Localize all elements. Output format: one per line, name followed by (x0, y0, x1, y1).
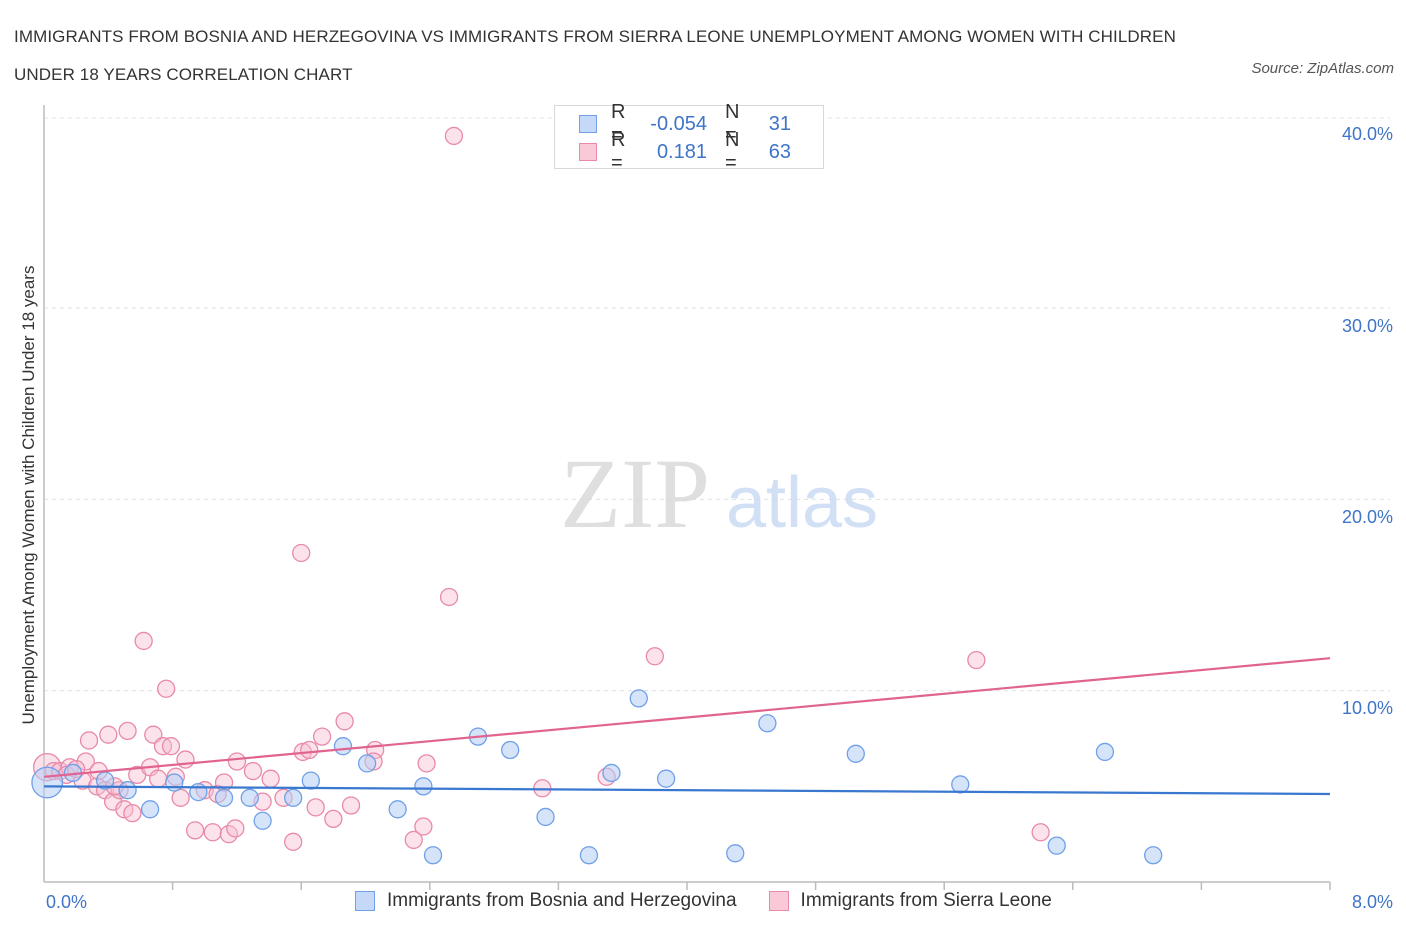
data-point-bosnia[interactable] (536, 807, 555, 827)
data-point-sierra[interactable] (148, 769, 168, 788)
data-point-sierra[interactable] (99, 725, 118, 744)
data-point-sierra[interactable] (203, 823, 222, 842)
data-point-bosnia[interactable] (253, 811, 272, 830)
series-legend-label: Immigrants from Bosnia and Herzegovina (387, 890, 737, 911)
data-point-sierra[interactable] (324, 809, 343, 829)
data-point-bosnia[interactable] (357, 754, 377, 773)
data-point-bosnia[interactable] (31, 766, 64, 799)
y-tick-label: 40.0% (1342, 124, 1393, 144)
data-point-sierra[interactable] (227, 752, 247, 771)
data-point-sierra[interactable] (645, 647, 664, 666)
data-point-sierra[interactable] (404, 830, 423, 850)
data-point-sierra[interactable] (300, 740, 319, 760)
legend-n-value: 31 (768, 112, 791, 135)
legend-swatch-bosnia (579, 115, 597, 133)
watermark-atlas: atlas (726, 463, 878, 543)
x-tick-label: 0.0% (46, 892, 87, 912)
legend-r-label: R = (611, 129, 626, 174)
watermark-zip: ZIP (560, 438, 710, 549)
series-legend-label: Immigrants from Sierra Leone (800, 890, 1052, 911)
correlation-legend: R = -0.054 N = 31 R = 0.181 N = 63 (554, 101, 824, 174)
data-point-sierra[interactable] (171, 788, 190, 807)
data-point-bosnia[interactable] (726, 844, 745, 863)
data-point-sierra[interactable] (341, 796, 361, 815)
data-point-bosnia[interactable] (1047, 836, 1066, 855)
legend-swatch-sierra (579, 143, 597, 161)
legend-row-sierra: R = 0.181 N = 63 (579, 129, 791, 174)
series-swatch-sierra (768, 891, 789, 911)
legend-n-label: N = (725, 101, 740, 146)
data-point-sierra[interactable] (414, 817, 433, 836)
data-point-bosnia[interactable] (414, 777, 433, 796)
data-point-bosnia[interactable] (214, 788, 234, 807)
data-point-sierra[interactable] (157, 679, 176, 698)
data-point-bosnia[interactable] (165, 773, 184, 792)
data-point-bosnia[interactable] (846, 744, 865, 763)
data-point-sierra[interactable] (134, 631, 153, 651)
legend-row-bosnia: R = -0.054 N = 31 (579, 101, 791, 146)
data-point-sierra[interactable] (312, 727, 332, 746)
data-point-sierra[interactable] (161, 737, 181, 756)
data-point-sierra[interactable] (417, 754, 436, 773)
data-point-sierra[interactable] (76, 752, 95, 771)
chart-title: IMMIGRANTS FROM BOSNIA AND HERZEGOVINA V… (14, 27, 1176, 84)
data-point-sierra[interactable] (284, 832, 303, 851)
data-point-sierra[interactable] (226, 819, 245, 838)
data-point-bosnia[interactable] (284, 788, 303, 807)
legend-r-value: 0.181 (656, 140, 707, 163)
data-point-sierra[interactable] (176, 750, 195, 769)
data-point-bosnia[interactable] (423, 846, 443, 865)
y-tick-label: 10.0% (1342, 698, 1393, 718)
data-point-bosnia[interactable] (388, 800, 407, 819)
series-swatch-bosnia (355, 891, 375, 911)
trend-line-bosnia (43, 785, 1331, 796)
data-point-bosnia[interactable] (333, 737, 353, 756)
data-point-bosnia[interactable] (951, 775, 970, 794)
data-point-sierra[interactable] (123, 803, 142, 823)
data-point-bosnia[interactable] (1095, 742, 1115, 762)
data-point-sierra[interactable] (439, 587, 459, 607)
series-legend-item-bosnia[interactable]: Immigrants from Bosnia and Herzegovina (355, 890, 737, 912)
data-point-bosnia[interactable] (118, 781, 137, 800)
data-point-bosnia[interactable] (758, 714, 777, 733)
y-tick-label: 20.0% (1342, 507, 1393, 527)
data-point-sierra[interactable] (444, 126, 464, 146)
legend-r-label: R = (611, 101, 626, 146)
data-point-sierra[interactable] (79, 731, 99, 750)
x-tick-label: 8.0% (1352, 892, 1393, 912)
data-point-bosnia[interactable] (579, 846, 599, 865)
data-point-sierra[interactable] (335, 712, 354, 731)
data-point-sierra[interactable] (118, 721, 137, 741)
data-point-bosnia[interactable] (1144, 846, 1163, 865)
series-legend: Immigrants from Bosnia and Herzegovina I… (355, 890, 1084, 912)
data-point-sierra[interactable] (967, 650, 986, 670)
data-point-bosnia[interactable] (501, 740, 520, 760)
data-point-bosnia[interactable] (602, 763, 621, 783)
legend-n-label: N = (725, 129, 740, 174)
chart-source: Source: ZipAtlas.com (1251, 60, 1394, 77)
data-point-bosnia[interactable] (656, 769, 676, 788)
data-point-sierra[interactable] (306, 798, 325, 817)
legend-r-value: -0.054 (650, 112, 707, 135)
legend-n-value: 63 (768, 140, 791, 163)
data-point-sierra[interactable] (185, 821, 205, 840)
data-point-sierra[interactable] (243, 761, 263, 781)
data-point-sierra[interactable] (292, 543, 311, 563)
data-point-sierra[interactable] (1031, 823, 1050, 842)
data-point-bosnia[interactable] (629, 689, 648, 708)
y-axis-label: Unemployment Among Women with Children U… (19, 266, 38, 725)
data-point-bosnia[interactable] (301, 771, 320, 790)
series-legend-item-sierra[interactable]: Immigrants from Sierra Leone (768, 890, 1052, 912)
data-point-sierra[interactable] (261, 769, 280, 788)
trend-line-sierra (43, 657, 1331, 778)
data-point-bosnia[interactable] (140, 800, 160, 819)
data-point-bosnia[interactable] (240, 788, 259, 807)
y-tick-label: 30.0% (1342, 316, 1393, 336)
